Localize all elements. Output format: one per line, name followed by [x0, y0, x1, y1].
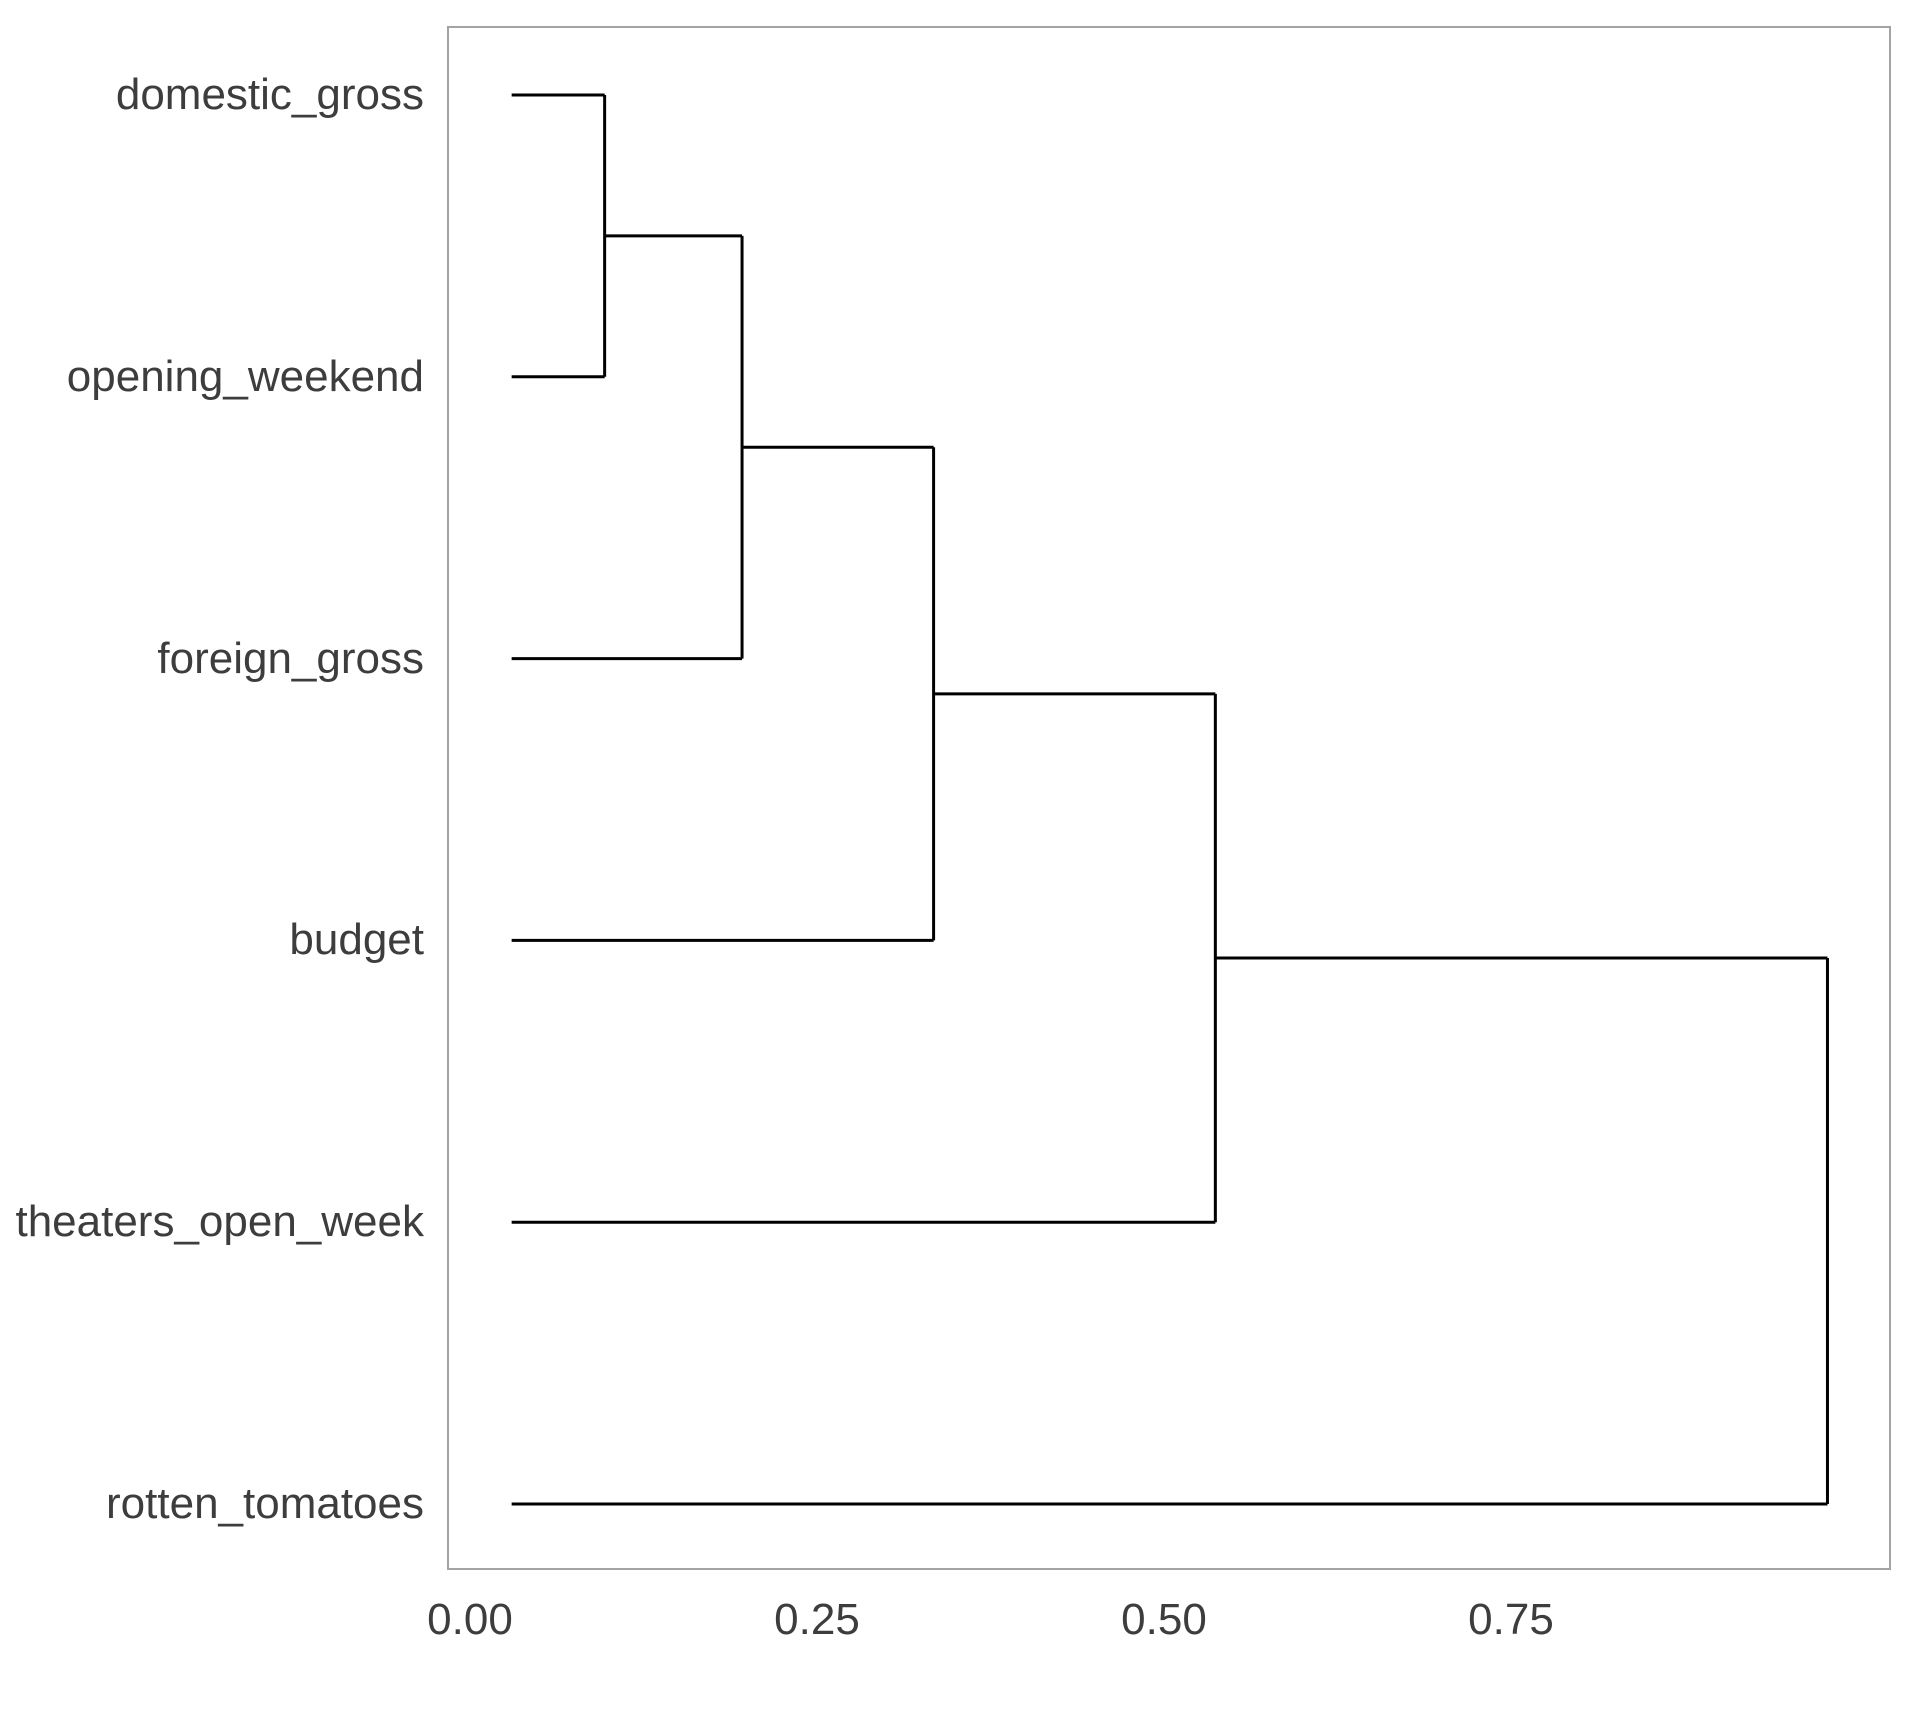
leaf-label-theaters_open_week: theaters_open_week	[15, 1197, 424, 1247]
leaf-label-domestic_gross: domestic_gross	[115, 70, 424, 119]
leaf-label-rotten_tomatoes: rotten_tomatoes	[106, 1479, 424, 1528]
leaf-label-opening_weekend: opening_weekend	[66, 351, 424, 401]
x-tick-label-0.00: 0.00	[427, 1595, 513, 1644]
plot-panel	[447, 26, 1891, 1570]
x-tick-label-0.50: 0.50	[1121, 1595, 1207, 1644]
leaf-label-budget: budget	[289, 915, 424, 965]
x-tick-label-0.75: 0.75	[1468, 1595, 1554, 1644]
leaf-label-foreign_gross: foreign_gross	[157, 633, 424, 683]
x-tick-label-0.25: 0.25	[774, 1595, 860, 1644]
